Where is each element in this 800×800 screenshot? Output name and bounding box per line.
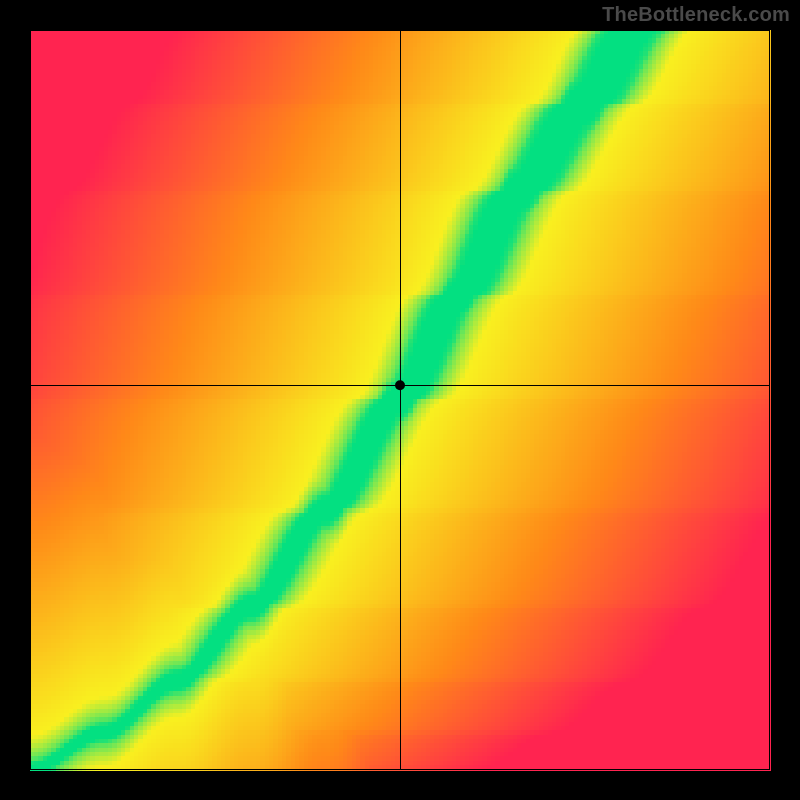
attribution-text: TheBottleneck.com — [602, 4, 790, 27]
chart-container: TheBottleneck.com — [0, 0, 800, 800]
bottleneck-heatmap — [0, 0, 800, 800]
